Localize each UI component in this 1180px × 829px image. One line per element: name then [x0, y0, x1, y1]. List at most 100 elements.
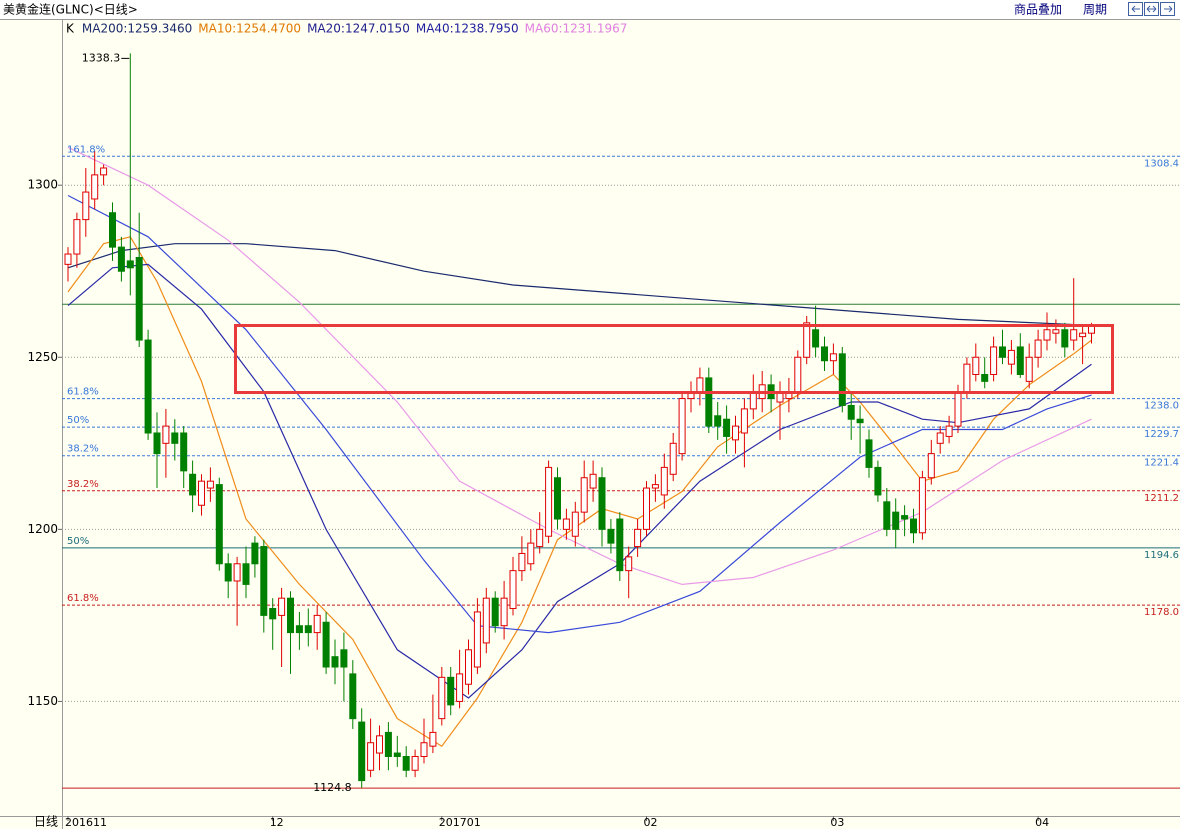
level-value: 1221.4 — [1144, 458, 1179, 469]
candle-body — [1034, 339, 1042, 358]
x-tick-label: 201701 — [439, 816, 481, 829]
candle-body — [171, 432, 179, 444]
candle-body — [927, 453, 935, 479]
candle-body — [456, 673, 464, 702]
candle-body — [545, 466, 553, 537]
candle-body — [384, 731, 392, 757]
candle-body — [215, 484, 223, 565]
window-buttons — [1128, 2, 1175, 16]
candle-body — [847, 404, 855, 420]
ma-line — [67, 243, 1092, 326]
candle-body — [500, 597, 508, 627]
level-value: 1308.4 — [1144, 158, 1179, 169]
candle-body — [135, 256, 143, 341]
icon — [1131, 5, 1140, 13]
candle-body — [1088, 325, 1095, 334]
candle-body — [1007, 349, 1015, 365]
candle-body — [322, 621, 330, 668]
candle-body — [874, 466, 882, 496]
candle-body — [883, 501, 891, 530]
candle-body — [278, 597, 286, 616]
high-annotation: 1338.3 — [82, 51, 121, 64]
candle-body — [144, 339, 152, 434]
level-percent: 38.2% — [67, 479, 99, 490]
candle-body — [91, 174, 99, 200]
candle-body — [491, 597, 499, 627]
candle-body — [865, 439, 873, 468]
low-annotation: 1124.8 — [313, 781, 352, 794]
candle-body — [589, 473, 597, 489]
legend-entry: MA10:1254.4700 — [198, 22, 301, 36]
toolbar-button[interactable]: 商品叠加 — [1014, 2, 1062, 17]
candle-body — [1070, 329, 1078, 341]
icon — [1164, 5, 1173, 13]
candle-body — [705, 377, 713, 427]
candle-body — [1052, 329, 1060, 334]
level-value: 1229.7 — [1144, 429, 1179, 440]
candle-body — [126, 260, 134, 269]
level-value: 1211.2 — [1144, 493, 1179, 504]
legend-entry: MA60:1231.1967 — [525, 22, 628, 36]
candle-body — [393, 752, 401, 757]
candle-body — [198, 480, 205, 506]
x-tick-label: 02 — [644, 816, 658, 829]
candle-body — [554, 477, 561, 520]
candle-body — [313, 614, 321, 634]
candle-body — [1079, 332, 1087, 338]
candle-body — [1016, 346, 1024, 375]
candle-body — [429, 731, 437, 747]
candle-body — [829, 353, 837, 362]
candle-body — [660, 466, 668, 496]
toolbar-button[interactable]: 周期 — [1083, 3, 1107, 17]
candle-body — [918, 477, 926, 534]
candle-body — [794, 356, 802, 393]
icon — [1146, 5, 1157, 13]
level-value: 1178.0 — [1144, 607, 1179, 618]
ma-line — [67, 263, 1092, 699]
candle-body — [1025, 356, 1033, 382]
candle-body — [82, 191, 90, 221]
level-percent: 50% — [67, 536, 89, 547]
candle-body — [856, 418, 864, 424]
candle-body — [936, 432, 944, 444]
candle-body — [838, 353, 846, 406]
y-tick-label: 1250 — [27, 350, 58, 364]
candle-body — [981, 373, 989, 382]
legend-label: K — [66, 22, 75, 36]
ma-line — [67, 194, 1092, 634]
candle-body — [999, 346, 1006, 358]
candle-body — [634, 528, 642, 548]
candle-body — [340, 649, 348, 668]
candle-body — [269, 608, 277, 620]
chart-title: 美黄金连(GLNC)<日线> — [3, 2, 138, 17]
level-percent: 50% — [67, 415, 89, 426]
level-percent: 61.8% — [67, 593, 99, 604]
candle-body — [616, 518, 624, 572]
candle-body — [206, 480, 214, 489]
candle-body — [669, 442, 677, 475]
level-percent: 161.8% — [67, 144, 105, 155]
candle-body — [990, 346, 998, 375]
candle-body — [580, 477, 588, 513]
legend-entry: MA40:1238.7950 — [416, 22, 519, 36]
candle-body — [376, 735, 383, 754]
candle-body — [438, 676, 446, 720]
candle-body — [358, 721, 366, 782]
candle-body — [740, 408, 748, 434]
candle-body — [901, 515, 909, 520]
plot-area — [62, 53, 1180, 789]
y-tick-label: 1300 — [27, 178, 58, 192]
candle-body — [527, 542, 535, 565]
level-value: 1238.0 — [1144, 401, 1179, 412]
candle-body — [571, 511, 579, 537]
candle-body — [562, 518, 570, 530]
candle-body — [153, 432, 161, 455]
candle-body — [251, 542, 259, 565]
candle-body — [651, 484, 659, 489]
level-percent: 61.8% — [67, 387, 99, 398]
legend-entry: MA20:1247.0150 — [307, 22, 410, 36]
candle-body — [162, 425, 170, 444]
candle-body — [420, 742, 428, 757]
candle-body — [723, 418, 731, 437]
